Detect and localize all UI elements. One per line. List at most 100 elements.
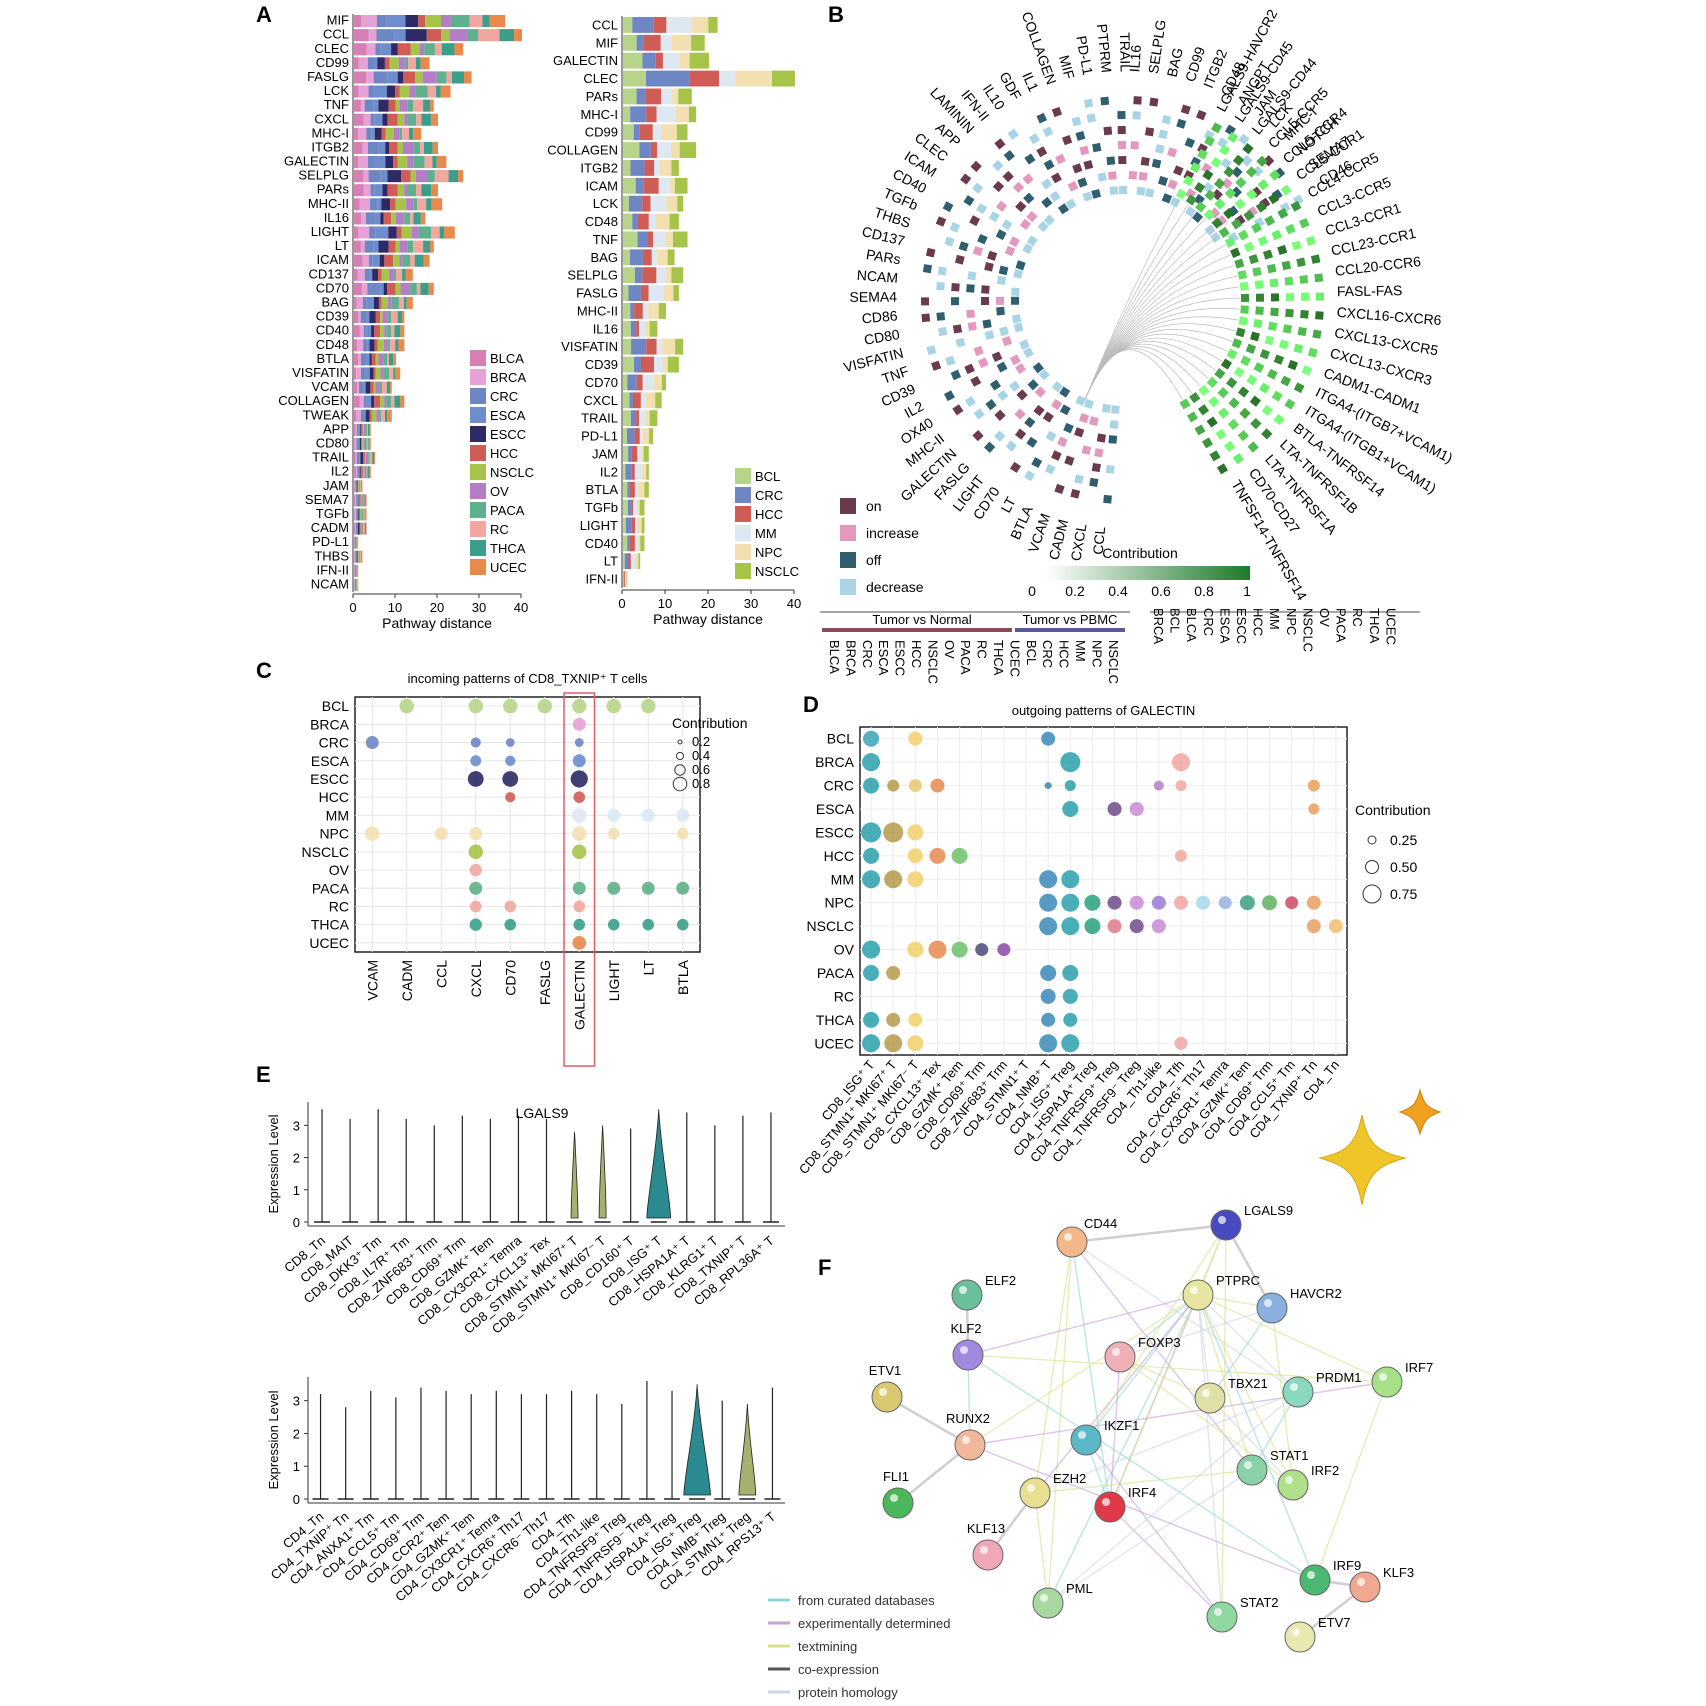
panel-a-left-bar-segment bbox=[421, 184, 432, 197]
panel-a-left-legend-label: ESCA bbox=[490, 408, 526, 423]
panel-b-comparison-label-right: PACA bbox=[1334, 608, 1349, 643]
panel-a-right-bar-segment bbox=[641, 463, 647, 480]
panel-a-left-bar-segment bbox=[370, 113, 375, 126]
panel-b-contribution-cell bbox=[1218, 226, 1230, 238]
panel-b-heat-cell bbox=[973, 345, 984, 357]
panel-c-legend-title: Contribution bbox=[672, 715, 748, 731]
panel-a-left-bar-segment bbox=[360, 550, 362, 563]
panel-a-left-bar-segment bbox=[380, 212, 384, 225]
panel-a-right-label: TNF bbox=[593, 232, 618, 247]
panel-a-left-bar-segment bbox=[354, 254, 363, 267]
panel-f-edge bbox=[1071, 1241, 1299, 1393]
panel-a-left-bar-segment bbox=[364, 508, 366, 521]
panel-a-right-bar-segment bbox=[623, 213, 633, 230]
panel-a-right-bar-segment bbox=[623, 535, 628, 552]
panel-b-heat-cell bbox=[944, 236, 955, 247]
panel-a-right-bar-segment bbox=[623, 142, 640, 158]
panel-a-left-bar-segment bbox=[361, 423, 363, 436]
panel-a-right-bar-segment bbox=[629, 249, 643, 266]
panel-a-left-bar-segment bbox=[414, 254, 424, 267]
panel-a-left-bar-segment bbox=[366, 395, 372, 408]
panel-a-right-bar-segment bbox=[623, 285, 629, 301]
panel-a-right-bar-segment bbox=[669, 213, 679, 230]
panel-a-right-legend-label: BCL bbox=[755, 469, 780, 484]
panel-f-edge bbox=[967, 1354, 1316, 1581]
panel-a-left-bar-segment bbox=[360, 550, 361, 563]
panel-b-contribution-cell bbox=[1252, 266, 1262, 277]
panel-d-dot bbox=[1196, 895, 1211, 910]
panel-a-left-bar-segment bbox=[354, 522, 356, 535]
panel-a-left-bar-segment bbox=[361, 494, 363, 507]
panel-c-dot bbox=[467, 771, 484, 787]
panel-b-heat-cell bbox=[994, 409, 1006, 421]
panel-a-left-bar-segment bbox=[367, 282, 377, 295]
panel-b-contribution-cell bbox=[1223, 207, 1235, 220]
panel-f-edge bbox=[1109, 1506, 1223, 1618]
panel-b-heat-cell bbox=[1157, 175, 1169, 186]
panel-a-right-bar-segment bbox=[634, 463, 642, 480]
panel-b-contribution-cell bbox=[1282, 324, 1293, 334]
panel-a-left-x-axis-title: Pathway distance bbox=[382, 615, 492, 631]
panel-f-edge bbox=[969, 1381, 1388, 1446]
panel-a-left-bar-segment bbox=[404, 212, 411, 225]
panel-b-contribution-cell bbox=[1280, 184, 1292, 196]
panel-a-right-label: PARs bbox=[586, 89, 619, 104]
panel-a-right-bar-segment bbox=[631, 446, 638, 462]
panel-b-heat-cell bbox=[958, 241, 969, 252]
panel-a-right-bar-segment bbox=[623, 517, 626, 534]
panel-a-right-bar-segment bbox=[719, 70, 736, 87]
panel-a-right-label: MIF bbox=[596, 35, 618, 50]
panel-a-left-bar-segment bbox=[413, 155, 425, 169]
panel-b-heat-cell bbox=[1079, 145, 1090, 156]
panel-d-dot bbox=[1174, 849, 1187, 862]
panel-a-left-bar-segment bbox=[363, 113, 371, 126]
panel-f-node bbox=[1371, 1366, 1403, 1398]
panel-b-legend-label: on bbox=[866, 498, 882, 514]
panel-a-left-legend-swatch bbox=[470, 445, 486, 461]
panel-d-dot bbox=[1061, 1034, 1080, 1053]
panel-d-dot bbox=[1262, 895, 1278, 911]
panel-b-heat-cell bbox=[1176, 118, 1187, 129]
panel-d-row-label: UCEC bbox=[814, 1035, 854, 1051]
panel-a-left-bar-segment bbox=[376, 29, 395, 42]
panel-a-right-bar-segment bbox=[638, 320, 646, 337]
panel-d-dot bbox=[907, 941, 924, 958]
panel-a-right-bar-segment bbox=[623, 124, 634, 141]
panel-a-left-bar-segment bbox=[393, 127, 400, 140]
panel-b-heat-cell bbox=[967, 321, 977, 332]
panel-a-right-label: MHC-II bbox=[577, 303, 618, 318]
panel-b-heat-cell bbox=[1022, 347, 1034, 359]
panel-a-left-bar-segment bbox=[401, 170, 411, 183]
panel-a-left-bar-segment bbox=[381, 381, 387, 394]
panel-b-comparison-label-right: MM bbox=[1267, 608, 1282, 630]
panel-c-dot bbox=[607, 827, 620, 840]
panel-b-contribution-cell bbox=[1208, 396, 1220, 408]
panel-b-pathway-label: CCL bbox=[1090, 526, 1108, 556]
panel-a-right-label: LCK bbox=[593, 196, 619, 211]
panel-a-left-bar-segment bbox=[373, 57, 378, 70]
panel-b-heat-cell bbox=[1117, 140, 1127, 150]
panel-a-left-bar-segment bbox=[391, 325, 395, 338]
panel-a-right-bar-segment bbox=[641, 446, 644, 462]
panel-b-heat-cell bbox=[1132, 111, 1141, 120]
panel-a-left-label: CXCL bbox=[314, 111, 349, 126]
panel-b-contribution-cell bbox=[1214, 367, 1226, 380]
panel-b-pathway-label: CD80 bbox=[863, 326, 901, 348]
panel-a-left-bar-segment bbox=[354, 311, 359, 324]
panel-b-contribution-cell bbox=[1299, 217, 1310, 229]
panel-b-heat-cell bbox=[1117, 110, 1126, 120]
panel-d-dot bbox=[1039, 893, 1058, 912]
panel-b-comparison-label: MM bbox=[1073, 640, 1088, 662]
panel-a-right-bar-segment bbox=[655, 392, 662, 409]
panel-b-contribution-cell bbox=[1246, 374, 1258, 386]
panel-b-heat-cell bbox=[1026, 210, 1038, 223]
panel-f-node-label: FLI1 bbox=[883, 1469, 909, 1484]
panel-b-heat-cell bbox=[945, 355, 956, 366]
panel-f-edge bbox=[1197, 1294, 1211, 1399]
panel-b-heat-cell bbox=[1201, 162, 1213, 174]
panel-a-right-bar-segment bbox=[634, 356, 641, 373]
panel-f-node-highlight bbox=[890, 1494, 898, 1502]
panel-f-node-label: KLF2 bbox=[950, 1321, 981, 1336]
panel-a-left-bar-segment bbox=[387, 409, 392, 422]
panel-a-right-bar-segment bbox=[630, 303, 635, 319]
